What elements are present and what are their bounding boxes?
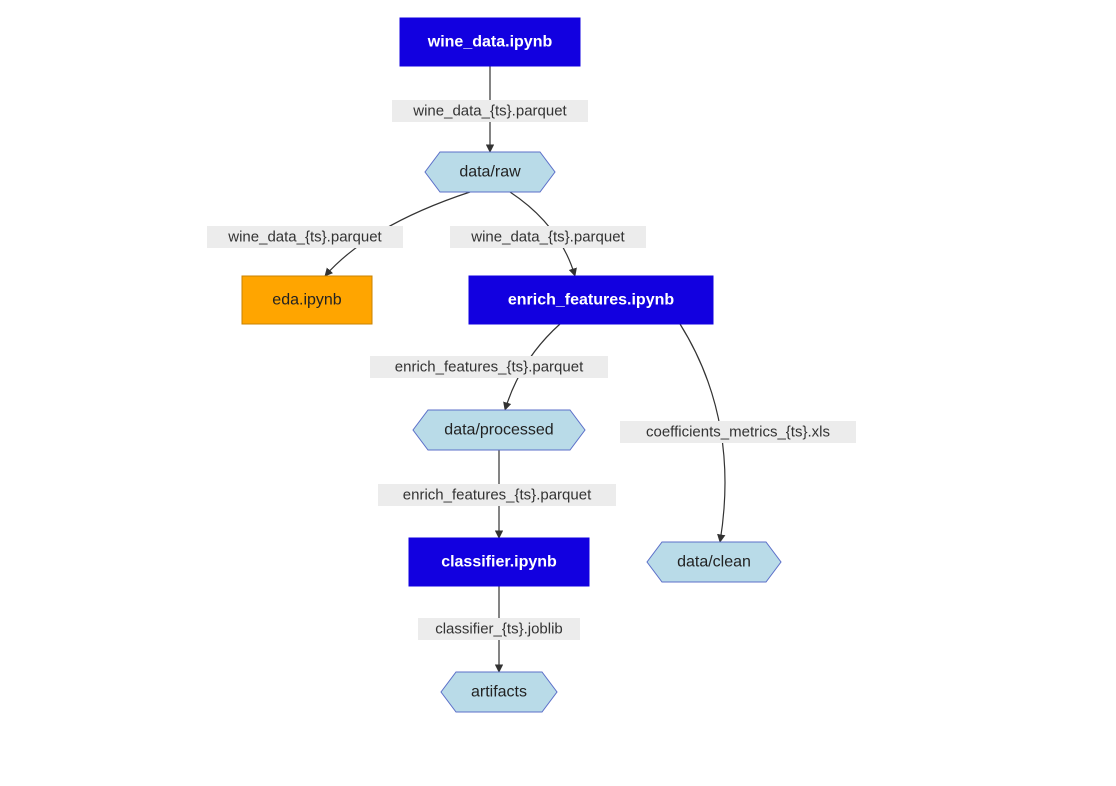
node-artifacts: artifacts — [441, 672, 557, 712]
node-enrich-features: enrich_features.ipynb — [469, 276, 713, 324]
node-data-raw: data/raw — [425, 152, 555, 192]
node-data-clean: data/clean — [647, 542, 781, 582]
edge-label: enrich_features_{ts}.parquet — [403, 487, 592, 504]
node-data-processed: data/processed — [413, 410, 585, 450]
flowchart-diagram: wine_data_{ts}.parquet wine_data_{ts}.pa… — [0, 0, 1116, 786]
node-label: data/clean — [677, 554, 751, 571]
edge-label: wine_data_{ts}.parquet — [227, 229, 382, 246]
edge-e7: classifier_{ts}.joblib — [418, 586, 580, 672]
edge-label: enrich_features_{ts}.parquet — [395, 359, 584, 376]
node-label: data/processed — [444, 422, 553, 439]
node-label: classifier.ipynb — [441, 554, 557, 571]
node-eda: eda.ipynb — [242, 276, 372, 324]
edge-e6: enrich_features_{ts}.parquet — [378, 450, 616, 538]
node-label: data/raw — [459, 164, 521, 181]
edge-label: coefficients_metrics_{ts}.xls — [646, 424, 830, 441]
edge-e3: wine_data_{ts}.parquet — [450, 192, 646, 276]
node-label: eda.ipynb — [272, 292, 341, 309]
edge-label: classifier_{ts}.joblib — [435, 621, 563, 638]
edge-e2: wine_data_{ts}.parquet — [207, 192, 470, 276]
edge-label: wine_data_{ts}.parquet — [470, 229, 625, 246]
edge-label: wine_data_{ts}.parquet — [412, 103, 567, 120]
edge-e1: wine_data_{ts}.parquet — [392, 66, 588, 152]
node-classifier: classifier.ipynb — [409, 538, 589, 586]
edge-e5: coefficients_metrics_{ts}.xls — [620, 324, 856, 542]
node-wine-data: wine_data.ipynb — [400, 18, 580, 66]
node-label: enrich_features.ipynb — [508, 292, 675, 309]
node-label: wine_data.ipynb — [427, 34, 553, 51]
node-label: artifacts — [471, 684, 527, 701]
edge-e4: enrich_features_{ts}.parquet — [370, 324, 608, 410]
